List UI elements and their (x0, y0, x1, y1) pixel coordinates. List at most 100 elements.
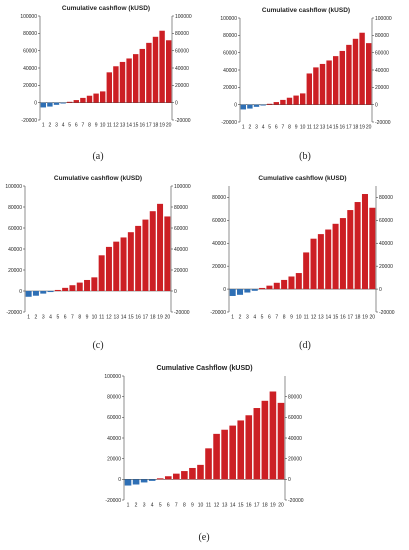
x-tick-label: 5 (268, 125, 271, 131)
x-tick-label: 12 (113, 123, 119, 129)
x-tick-label: 9 (295, 125, 298, 131)
chart-panel-a: Cumulative cashflow (kUSD) 100000 80000 600… (0, 0, 205, 150)
left-y-tick-label: 80000 (212, 195, 226, 201)
x-tick-label: 3 (255, 125, 258, 131)
bar-2 (237, 289, 244, 295)
bar-6 (164, 476, 172, 480)
chart-panel-d: Cumulative cashflow (kUSD) 80000 60000 4000… (204, 168, 409, 338)
right-y-tick-label: 20000 (175, 83, 189, 89)
bar-7 (69, 285, 76, 291)
bar-8 (76, 282, 83, 291)
right-y-tick-label: 40000 (288, 436, 302, 442)
bar-3 (253, 104, 260, 107)
x-tick-label: 17 (146, 123, 152, 129)
chart-a: Cumulative cashflow (kUSD)10000080000600… (20, 5, 192, 129)
bar-3 (40, 291, 47, 294)
x-tick-label: 4 (262, 125, 265, 131)
right-y-tick-label: 0 (175, 100, 178, 106)
caption-d: (d) (299, 340, 311, 351)
left-y-tick-label: 60000 (107, 415, 121, 421)
x-tick-label: 14 (325, 315, 331, 321)
bar-19 (359, 32, 365, 105)
left-y-tick-label: 0 (118, 477, 121, 483)
x-tick-label: 12 (214, 503, 220, 509)
left-y-tick-label: 40000 (223, 68, 237, 74)
bar-19 (159, 30, 165, 103)
x-tick-label: 14 (121, 315, 127, 321)
bar-10 (99, 91, 106, 103)
left-y-tick-label: 20000 (107, 456, 121, 462)
right-y-tick-label: 40000 (175, 66, 189, 72)
bar-8 (281, 279, 288, 290)
left-y-tick-label: 80000 (107, 394, 121, 400)
bar-7 (173, 473, 180, 480)
bar-11 (106, 72, 113, 103)
bar-2 (247, 104, 253, 109)
x-tick-label: 20 (165, 315, 171, 321)
x-tick-label: 20 (370, 315, 376, 321)
x-tick-label: 17 (254, 503, 260, 509)
x-tick-label: 14 (230, 503, 236, 509)
chart-title: Cumulative cashflow (kUSD) (258, 175, 346, 182)
bar-12 (113, 66, 119, 103)
x-tick-label: 15 (128, 315, 134, 321)
left-y-tick-label: 100000 (20, 14, 37, 20)
bar-20 (369, 207, 376, 290)
bar-13 (317, 234, 324, 290)
x-tick-label: 15 (238, 503, 244, 509)
x-tick-label: 11 (206, 503, 211, 509)
right-y-tick-label: -20000 (375, 120, 391, 126)
right-y-tick-label: 60000 (288, 415, 302, 421)
bar-13 (221, 429, 228, 480)
left-y-tick-label: -20000 (210, 310, 226, 316)
bar-7 (273, 282, 280, 290)
left-y-tick-label: 40000 (107, 436, 121, 442)
bar-13 (113, 241, 120, 291)
right-y-tick-label: 20000 (288, 456, 302, 462)
bar-11 (306, 73, 313, 105)
bar-3 (244, 289, 251, 293)
x-tick-label: 14 (126, 123, 132, 129)
x-tick-label: 15 (333, 125, 339, 131)
bar-9 (189, 467, 196, 480)
x-tick-label: 8 (283, 315, 286, 321)
bar-15 (332, 56, 339, 105)
x-tick-label: 10 (300, 125, 306, 131)
x-tick-label: 7 (82, 123, 85, 129)
chart-e: Cumulative Cashflow (kUSD)10000080000600… (104, 365, 303, 509)
bar-14 (120, 237, 127, 291)
x-tick-label: 11 (107, 123, 112, 129)
x-tick-label: 19 (359, 125, 365, 131)
x-tick-label: 18 (353, 125, 359, 131)
right-y-tick-label: 80000 (375, 33, 389, 39)
left-y-tick-label: 0 (19, 289, 22, 295)
left-y-tick-label: -20000 (21, 118, 37, 124)
chart-title: Cumulative cashflow (kUSD) (54, 175, 142, 182)
bar-2 (47, 102, 53, 107)
bar-17 (146, 42, 152, 103)
bar-16 (339, 218, 346, 290)
bar-4 (60, 102, 66, 104)
x-tick-label: 12 (311, 315, 317, 321)
x-tick-label: 15 (133, 123, 139, 129)
left-y-tick-label: 0 (223, 287, 226, 293)
x-tick-label: 2 (49, 123, 52, 129)
bar-2 (132, 479, 140, 485)
right-y-tick-label: 60000 (379, 218, 393, 224)
x-tick-label: 4 (253, 315, 256, 321)
x-tick-label: 10 (198, 503, 204, 509)
x-tick-label: 1 (27, 315, 30, 321)
x-tick-label: 4 (151, 503, 154, 509)
x-tick-label: 9 (191, 503, 194, 509)
right-y-tick-label: 20000 (174, 268, 188, 274)
bar-4 (251, 289, 258, 291)
bar-18 (152, 36, 159, 103)
x-tick-label: 11 (99, 315, 104, 321)
bar-3 (140, 479, 148, 483)
bar-1 (124, 479, 132, 486)
bar-8 (86, 95, 93, 103)
right-y-tick-label: 80000 (174, 205, 188, 211)
bar-20 (277, 402, 285, 480)
left-y-tick-label: 20000 (8, 268, 22, 274)
x-tick-label: 1 (242, 125, 245, 131)
